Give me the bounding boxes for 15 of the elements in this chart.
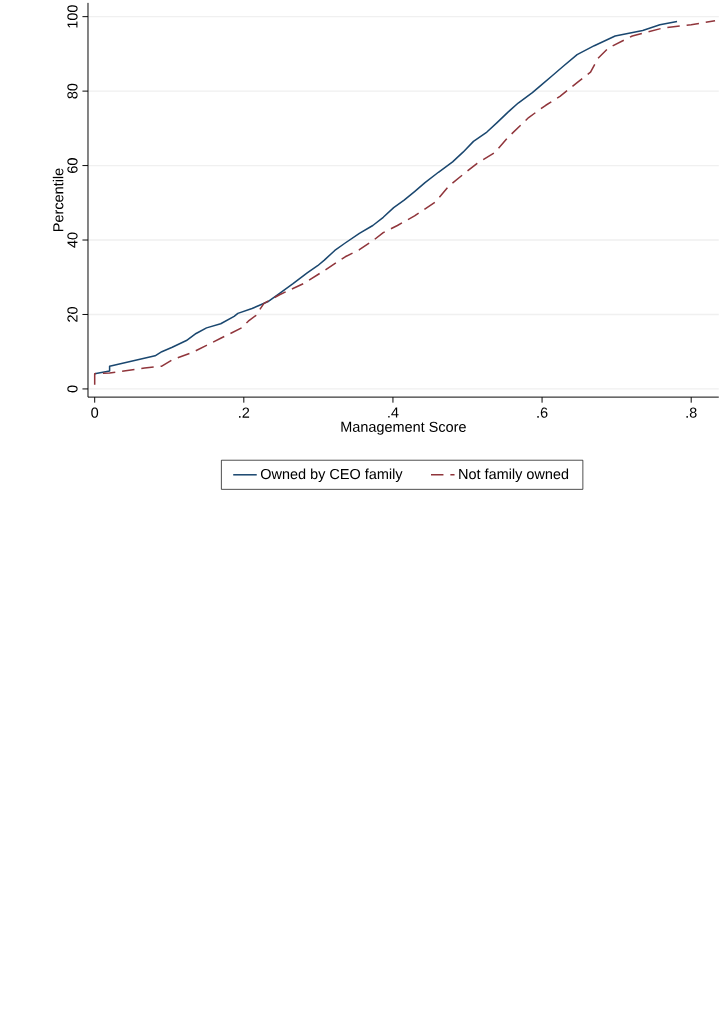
x-tick-label: .8 [686,407,697,418]
legend-label: Owned by CEO family [260,468,403,483]
x-tick-label: 0 [91,407,98,418]
x-tick-label: .4 [387,407,399,418]
y-tick-label: 20 [67,307,78,322]
legend-label: Not family owned [459,468,568,483]
y-tick-label: 80 [67,83,78,99]
x-axis-title: Management Score [341,421,466,435]
x-tick-label: .6 [537,407,548,418]
y-tick-label: 0 [67,385,78,393]
y-axis-title: Percentile [52,168,64,231]
y-tick-label: 40 [67,232,78,248]
y-tick-label: 60 [67,158,78,173]
y-tick-label: 100 [67,5,78,28]
x-tick-label: .2 [238,407,249,418]
